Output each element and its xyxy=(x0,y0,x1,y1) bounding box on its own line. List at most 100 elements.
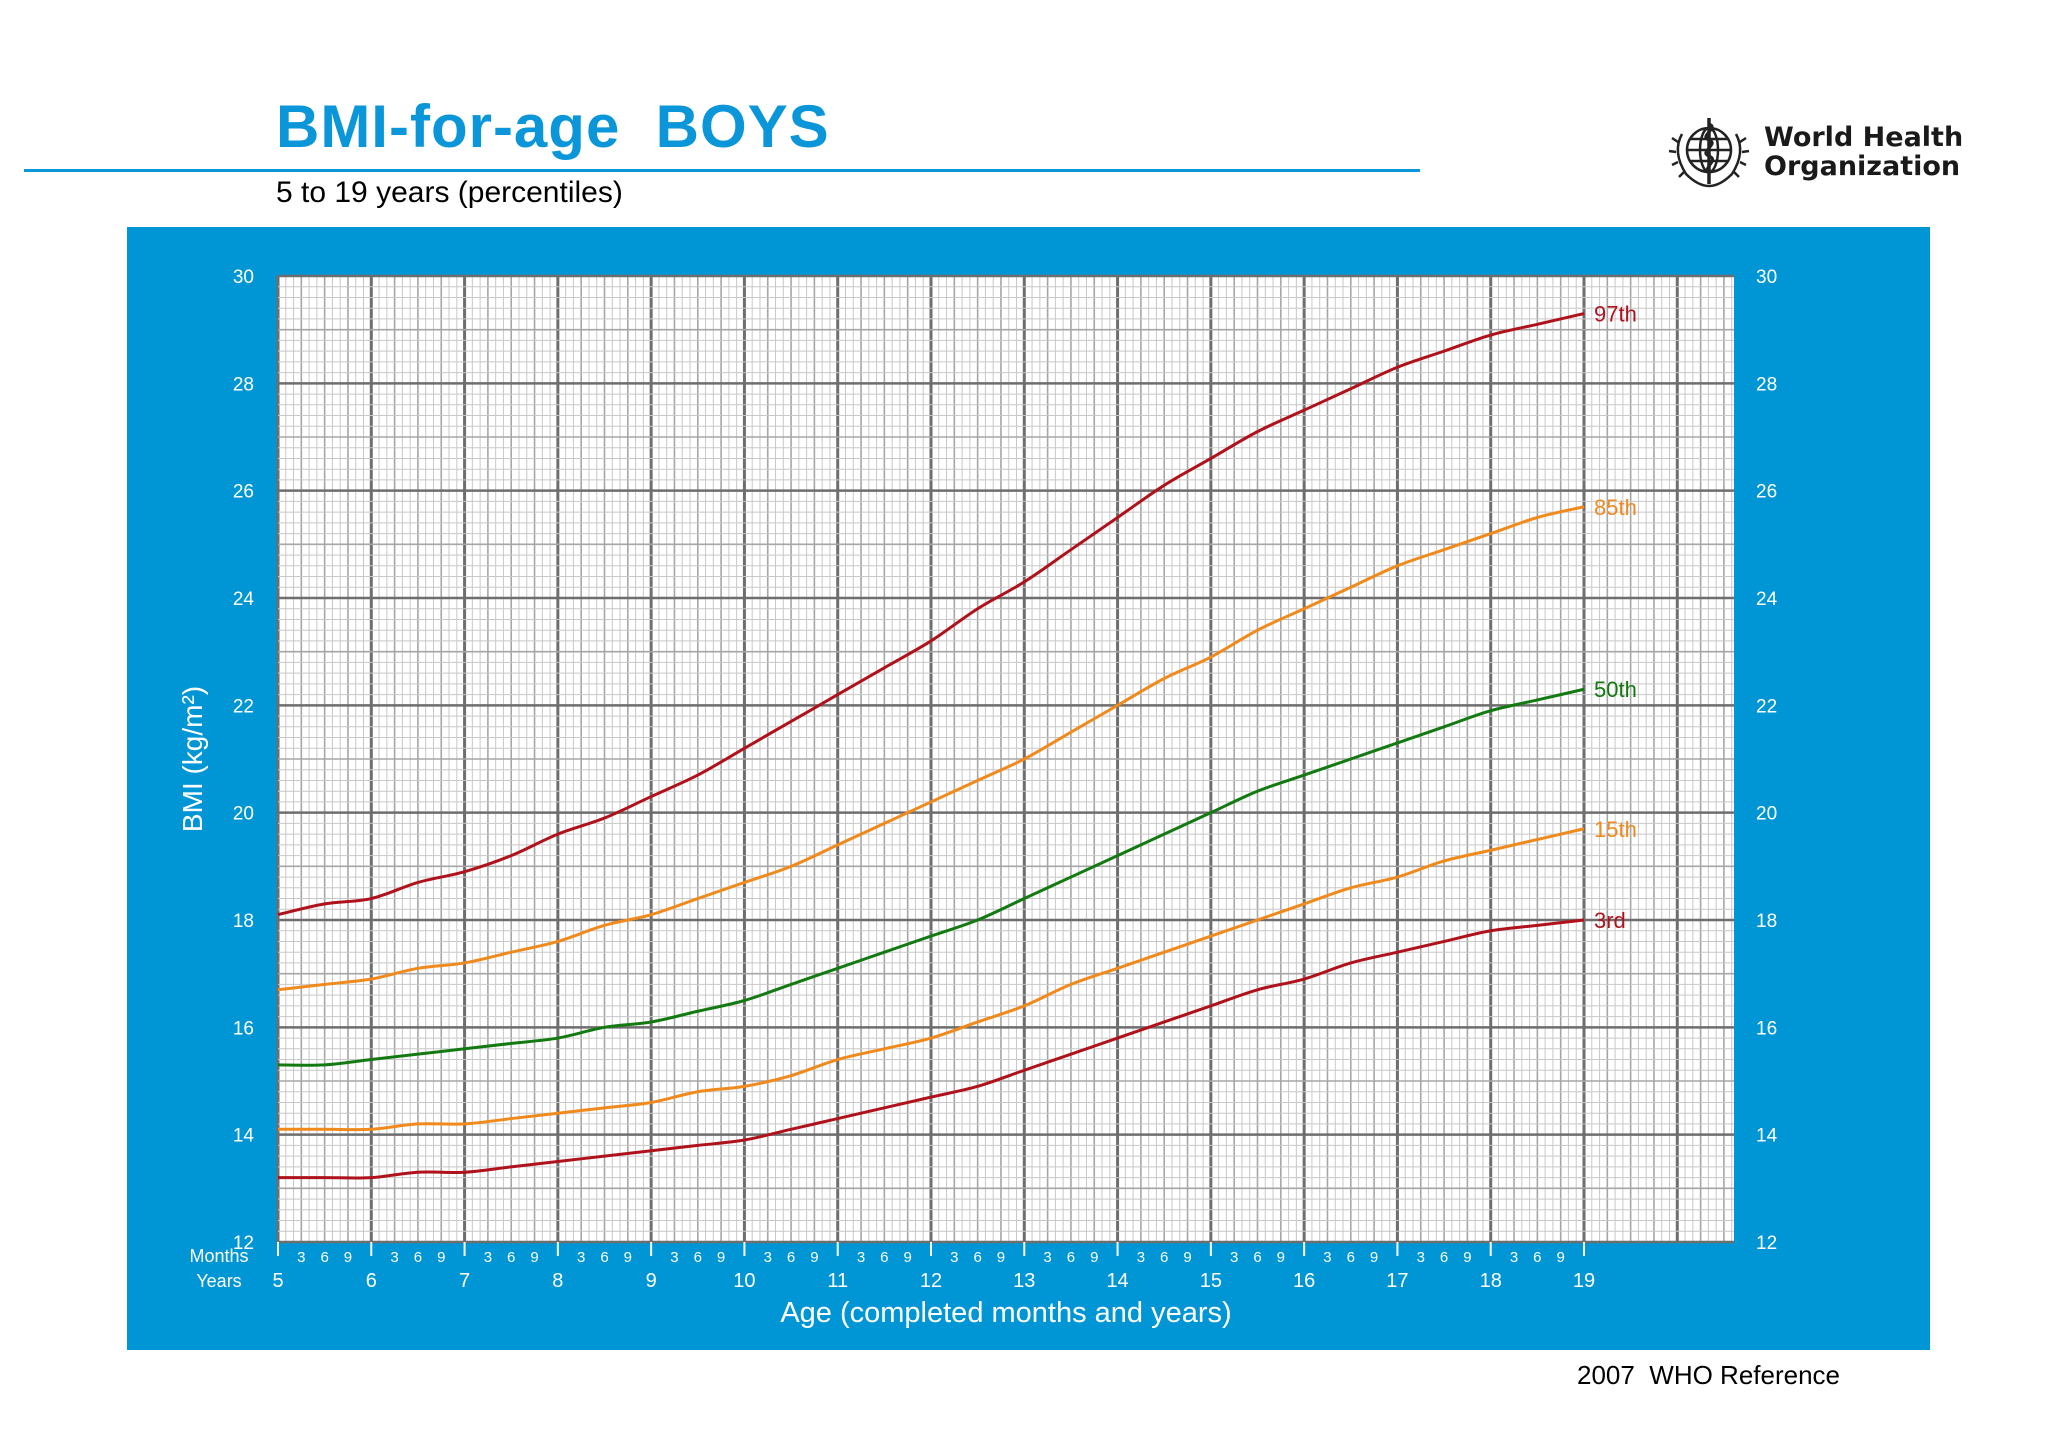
x-tick-month: 3 xyxy=(1137,1249,1145,1266)
who-emblem-icon xyxy=(1668,118,1750,188)
x-tick-year: 17 xyxy=(1386,1270,1408,1292)
y-tick-label-right: 28 xyxy=(1756,374,1777,395)
x-tick-year: 19 xyxy=(1573,1270,1595,1292)
series-line-97th xyxy=(277,312,1585,917)
x-tick-year: 15 xyxy=(1200,1270,1222,1292)
x-tick-year: 13 xyxy=(1013,1270,1035,1292)
y-tick-label-right: 18 xyxy=(1756,911,1777,932)
x-tick-month: 6 xyxy=(1067,1249,1075,1266)
x-tick-year: 16 xyxy=(1293,1270,1315,1292)
series-line-85th xyxy=(277,505,1585,992)
y-tick-label: 20 xyxy=(233,804,254,825)
y-tick-label: 16 xyxy=(233,1018,254,1039)
x-tick-year: 7 xyxy=(459,1270,470,1292)
x-tick-year: 18 xyxy=(1480,1270,1502,1292)
grid xyxy=(276,274,1734,1244)
x-tick-year: 5 xyxy=(272,1270,283,1292)
x-tick-month: 6 xyxy=(1253,1249,1261,1266)
x-tick-month: 9 xyxy=(717,1249,725,1266)
title-underline xyxy=(24,169,1420,172)
x-tick-month: 3 xyxy=(857,1249,865,1266)
chart-subtitle: 5 to 19 years (percentiles) xyxy=(276,176,623,209)
x-tick-month: 3 xyxy=(484,1249,492,1266)
x-tick-month: 6 xyxy=(787,1249,795,1266)
x-tick-month: 9 xyxy=(904,1249,912,1266)
x-tick-year: 9 xyxy=(646,1270,657,1292)
x-tick-year: 14 xyxy=(1106,1270,1128,1292)
x-tick-month: 3 xyxy=(764,1249,772,1266)
y-tick-label-right: 20 xyxy=(1756,804,1777,825)
series-line-15th xyxy=(278,827,1585,1132)
y-tick-label: 28 xyxy=(233,374,254,395)
x-tick-month: 6 xyxy=(694,1249,702,1266)
x-tick-month: 9 xyxy=(1370,1249,1378,1266)
x-tick-month: 9 xyxy=(530,1249,538,1266)
x-tick-month: 9 xyxy=(437,1249,445,1266)
y-tick-label: 22 xyxy=(233,696,254,717)
reference-note: 2007 WHO Reference xyxy=(1577,1360,1841,1390)
years-row-label: Years xyxy=(196,1271,241,1291)
y-tick-label-right: 22 xyxy=(1756,696,1777,717)
y-tick-label-right: 30 xyxy=(1756,267,1777,288)
chart-title: BMI-for-age BOYS xyxy=(276,93,830,160)
series-label-85th: 85th xyxy=(1594,495,1637,520)
y-tick-label: 24 xyxy=(233,589,255,610)
x-tick-month: 9 xyxy=(1090,1249,1098,1266)
y-tick-label-right: 16 xyxy=(1756,1018,1777,1039)
months-row-label: Months xyxy=(189,1246,248,1266)
x-tick-year: 6 xyxy=(366,1270,377,1292)
series-label-50th: 50th xyxy=(1594,677,1637,702)
x-tick-month: 3 xyxy=(950,1249,958,1266)
x-tick-month: 6 xyxy=(880,1249,888,1266)
x-tick-month: 9 xyxy=(344,1249,352,1266)
x-tick-month: 6 xyxy=(414,1249,422,1266)
y-tick-label-right: 24 xyxy=(1756,589,1778,610)
x-tick-month: 3 xyxy=(1417,1249,1425,1266)
series-label-3rd: 3rd xyxy=(1594,908,1626,933)
y-tick-label: 30 xyxy=(233,267,254,288)
x-tick-year: 11 xyxy=(827,1270,848,1292)
x-tick-month: 9 xyxy=(1183,1249,1191,1266)
y-tick-label: 26 xyxy=(233,482,254,503)
series-label-15th: 15th xyxy=(1594,817,1637,842)
series-lines: 97th 85th 50th 15th 3rd xyxy=(277,302,1637,1180)
x-tick-month: 9 xyxy=(997,1249,1005,1266)
x-tick-year: 12 xyxy=(920,1270,942,1292)
x-tick-month: 9 xyxy=(1557,1249,1565,1266)
who-name-line2: Organization xyxy=(1764,151,1961,182)
who-logo: World Health Organization xyxy=(1664,112,1963,192)
bmi-chart: 97th 85th 50th 15th 3rd 12 12 14 14 16 16 18 18 20 20… xyxy=(177,267,1778,1329)
x-axis-title: Age (completed months and years) xyxy=(780,1297,1231,1329)
x-tick-year: 10 xyxy=(733,1270,755,1292)
x-tick-month: 9 xyxy=(810,1249,818,1266)
x-tick-month: 6 xyxy=(507,1249,515,1266)
y-axis-title: BMI (kg/m²) xyxy=(177,686,208,832)
x-tick-month: 6 xyxy=(1440,1249,1448,1266)
series-line-50th xyxy=(277,687,1585,1067)
who-name-line1: World Health xyxy=(1764,122,1964,153)
x-tick-month: 3 xyxy=(1323,1249,1331,1266)
x-tick-month: 3 xyxy=(577,1249,585,1266)
y-tick-label-right: 26 xyxy=(1756,482,1777,503)
x-tick-month: 6 xyxy=(600,1249,608,1266)
x-tick-month: 6 xyxy=(973,1249,981,1266)
x-tick-month: 9 xyxy=(1277,1249,1285,1266)
x-tick-month: 6 xyxy=(1160,1249,1168,1266)
y-tick-label: 12 xyxy=(233,1233,254,1254)
y-tick-label-right: 12 xyxy=(1756,1233,1777,1254)
x-tick-month: 6 xyxy=(1347,1249,1355,1266)
x-tick-month: 9 xyxy=(624,1249,632,1266)
y-tick-label: 18 xyxy=(233,911,254,932)
series-label-97th: 97th xyxy=(1594,302,1637,327)
y-tick-label: 14 xyxy=(233,1126,255,1147)
axis-labels: 12 12 14 14 16 16 18 18 20 20 22 22 24 24 26 26 28 28 30 30… xyxy=(177,267,1778,1329)
x-tick-month: 3 xyxy=(670,1249,678,1266)
x-tick-month: 3 xyxy=(297,1249,305,1266)
x-tick-year: 8 xyxy=(552,1270,563,1292)
series-line-3rd xyxy=(278,918,1585,1180)
x-tick-month: 6 xyxy=(1533,1249,1541,1266)
chart-panel: 97th 85th 50th 15th 3rd 12 12 14 14 16 16 18 18 20 20… xyxy=(127,227,1930,1350)
x-tick-month: 3 xyxy=(390,1249,398,1266)
x-tick-month: 3 xyxy=(1230,1249,1238,1266)
x-tick-month: 3 xyxy=(1510,1249,1518,1266)
